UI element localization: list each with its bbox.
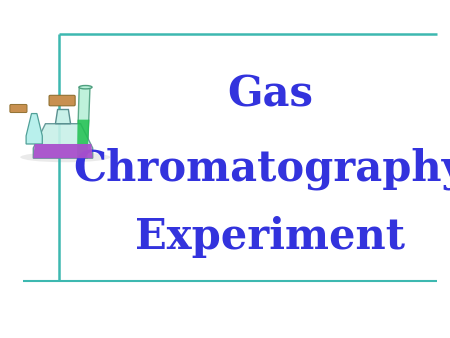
- FancyBboxPatch shape: [10, 104, 27, 113]
- Polygon shape: [33, 144, 93, 158]
- Text: Gas: Gas: [227, 74, 313, 116]
- Polygon shape: [77, 87, 90, 158]
- Ellipse shape: [79, 86, 92, 89]
- Polygon shape: [77, 120, 90, 158]
- Ellipse shape: [20, 152, 110, 162]
- Polygon shape: [55, 110, 71, 124]
- Polygon shape: [33, 124, 93, 158]
- Polygon shape: [26, 114, 42, 144]
- Text: Chromatography: Chromatography: [73, 148, 450, 190]
- FancyBboxPatch shape: [49, 95, 75, 106]
- Text: Experiment: Experiment: [135, 216, 405, 258]
